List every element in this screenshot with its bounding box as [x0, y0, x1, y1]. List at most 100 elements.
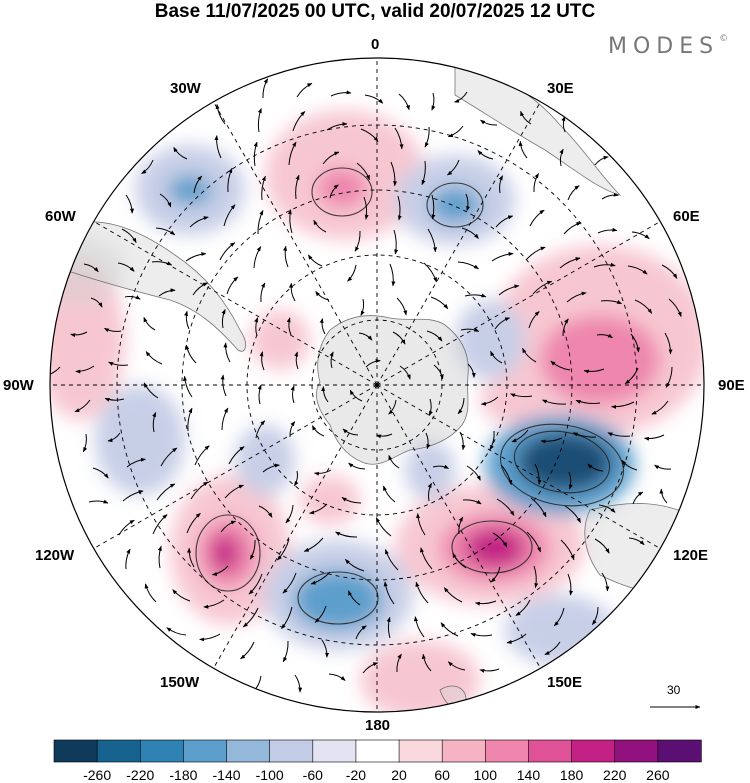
- wind-vector: [459, 431, 466, 451]
- wind-vector: [75, 365, 95, 374]
- lon-label-0: 0: [371, 36, 380, 53]
- wind-vector: [349, 389, 363, 402]
- wind-vector: [125, 548, 131, 570]
- wind-vector: [668, 298, 682, 318]
- wind-vector: [185, 252, 207, 262]
- wind-vector: [540, 437, 563, 444]
- wind-vector: [528, 311, 540, 329]
- wind-vector: [228, 446, 245, 465]
- wind-vector: [314, 469, 332, 476]
- wind-vector: [88, 499, 109, 504]
- wind-vector: [294, 351, 299, 370]
- wind-vector: [281, 606, 293, 629]
- wind-vector: [295, 174, 300, 200]
- colorbar-tick-label: -20: [345, 767, 367, 783]
- wind-vector: [427, 228, 438, 253]
- wind-vector: [421, 160, 426, 186]
- wind-vector: [515, 599, 531, 616]
- colorbar-tick-label: -140: [212, 767, 241, 783]
- wind-vector: [104, 327, 122, 333]
- wind-vector: [362, 662, 379, 674]
- wind-vector: [50, 366, 61, 377]
- wind-vector: [454, 91, 468, 103]
- colorbar-swatch: [657, 739, 702, 763]
- wind-vector: [255, 420, 266, 439]
- colorbar-tick-label: 140: [516, 767, 541, 783]
- lon-label-30w: 30W: [170, 80, 201, 97]
- wind-vector: [477, 150, 494, 160]
- wind-vector: [282, 640, 289, 663]
- wind-vector: [309, 503, 328, 515]
- colorbar-tick-label: 100: [473, 767, 498, 783]
- wind-vector: [151, 261, 173, 266]
- wind-vector: [193, 175, 203, 194]
- wind-vector: [286, 317, 292, 336]
- colorbar-swatch: [53, 739, 98, 763]
- wind-vector: [314, 605, 327, 623]
- wind-vector: [227, 167, 233, 193]
- wind-vector: [335, 531, 358, 538]
- wind-vector: [358, 332, 373, 341]
- wind-vector: [326, 121, 348, 131]
- wind-vector: [416, 513, 426, 536]
- wind-vector: [364, 94, 384, 104]
- wind-vector: [118, 519, 135, 536]
- anomaly-blob-negative: [168, 175, 212, 205]
- wind-vector: [430, 296, 449, 310]
- wind-vector: [290, 385, 295, 404]
- wind-vector: [152, 412, 157, 433]
- wind-vector: [664, 332, 673, 355]
- wind-vector: [533, 565, 539, 589]
- wind-vector: [390, 161, 398, 187]
- wind-vector: [74, 399, 91, 413]
- wind-vector: [166, 627, 187, 636]
- wind-vector: [355, 625, 367, 640]
- wind-vector: [432, 464, 449, 469]
- wind-vector: [160, 447, 178, 467]
- wind-vector: [321, 386, 329, 403]
- wind-vector: [199, 633, 221, 642]
- wind-vector: [399, 365, 411, 380]
- wind-vector: [143, 316, 156, 331]
- wind-vector: [594, 538, 610, 554]
- wind-vector: [192, 282, 209, 296]
- lon-label-90e: 90E: [718, 377, 745, 394]
- meridian-line: [93, 221, 378, 386]
- wind-vector: [189, 216, 209, 228]
- wind-vector: [560, 539, 575, 561]
- wind-vector: [506, 633, 527, 645]
- anomaly-blob-negative: [293, 570, 383, 630]
- contour-low-east: [513, 430, 611, 494]
- wind-vector: [480, 119, 498, 126]
- wind-vector: [598, 504, 616, 513]
- modes-logo: MODES©: [608, 34, 728, 59]
- wind-vector: [386, 616, 391, 639]
- anomaly-blob-strong_positive: [465, 528, 525, 568]
- wind-vector: [423, 262, 437, 283]
- wind-vector: [529, 209, 545, 227]
- wind-vector: [443, 587, 463, 603]
- wind-vector: [593, 262, 616, 268]
- wind-vector: [92, 467, 109, 479]
- wind-vector: [601, 572, 610, 592]
- meridian-line: [93, 384, 378, 549]
- anomaly-blob-weak_positive: [360, 640, 480, 712]
- wind-vector: [564, 505, 581, 523]
- colorbar-swatch: [485, 739, 530, 763]
- colorbar-tick-label: -260: [83, 767, 112, 783]
- wind-vector: [277, 538, 290, 561]
- wind-vector: [496, 498, 515, 516]
- wind-vector: [413, 616, 425, 638]
- wind-vector: [221, 407, 229, 431]
- wind-vector: [431, 194, 436, 220]
- colorbar-tick-label: 180: [559, 767, 584, 783]
- wind-vector: [259, 351, 265, 371]
- wind-vector: [550, 360, 571, 371]
- wind-vector: [221, 309, 226, 329]
- wind-vector: [659, 488, 668, 504]
- wind-vector: [104, 397, 125, 402]
- contour-low-east-outer: [499, 423, 625, 507]
- wind-vector: [248, 573, 263, 595]
- anomaly-blob-positive: [540, 315, 660, 405]
